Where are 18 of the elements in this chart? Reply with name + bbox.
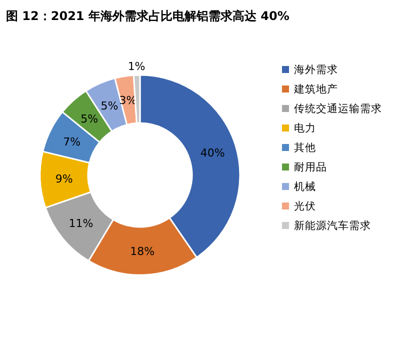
data-label: 11% — [68, 216, 94, 230]
legend-label: 传统交通运输需求 — [294, 102, 382, 115]
legend-label: 机械 — [294, 180, 316, 193]
legend-label: 耐用品 — [294, 162, 327, 174]
legend-label: 建筑地产 — [293, 82, 338, 96]
data-label: 18% — [130, 244, 155, 258]
legend-label: 光伏 — [294, 200, 316, 212]
legend-label: 海外需求 — [294, 63, 338, 76]
legend-label: 新能源汽车需求 — [294, 219, 371, 232]
data-label: 7% — [63, 135, 81, 148]
data-label: 40% — [200, 146, 225, 160]
legend-label: 电力 — [294, 122, 316, 134]
data-label: 9% — [55, 172, 73, 186]
data-label: 5% — [80, 112, 98, 126]
legend-label: 其他 — [294, 141, 316, 154]
data-label: 1% — [128, 60, 146, 74]
chart-title: 图 12：2021 年海外需求占比电解铝需求高达 40% — [6, 9, 290, 23]
data-label: 5% — [100, 99, 118, 112]
